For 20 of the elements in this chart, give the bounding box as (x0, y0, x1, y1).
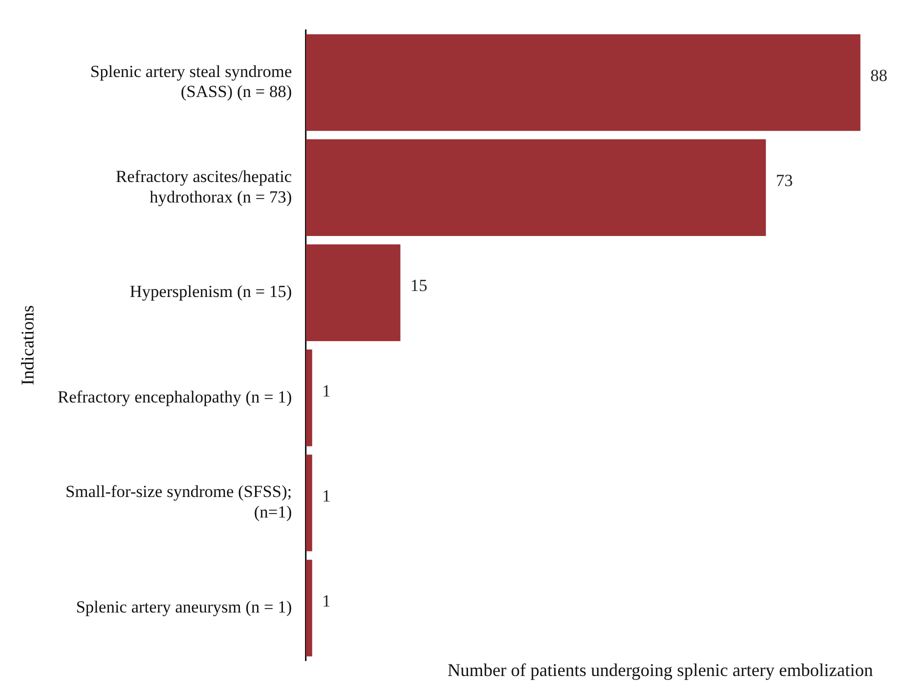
bar (306, 454, 312, 552)
y-tick-label: Hypersplenism (n = 15) (130, 282, 292, 302)
bar (306, 244, 400, 342)
data-label: 1 (322, 592, 331, 611)
bar (306, 350, 312, 446)
bar (306, 139, 766, 236)
data-label: 73 (776, 171, 793, 190)
y-axis-title: Indications (18, 305, 38, 386)
x-axis-title: Number of patients undergoing splenic artery embolization (447, 660, 873, 680)
y-tick-label: Refractory encephalopathy (n = 1) (58, 387, 292, 406)
data-label: 1 (322, 381, 331, 400)
bar (306, 560, 312, 656)
y-tick-label: Splenic artery aneurysm (n = 1) (76, 598, 292, 617)
data-label: 88 (870, 66, 888, 86)
y-tick-label: Refractory ascites/hepatic hydrothorax (n = 73) (116, 166, 292, 206)
data-label: 15 (410, 276, 428, 296)
y-tick-label: Small-for-size syndrome (SFSS); (n=1) (66, 482, 292, 522)
y-tick-label: Splenic artery steal syndrome (SASS) (n = 88) (90, 62, 292, 102)
bar (306, 34, 860, 131)
data-label: 1 (322, 486, 331, 506)
